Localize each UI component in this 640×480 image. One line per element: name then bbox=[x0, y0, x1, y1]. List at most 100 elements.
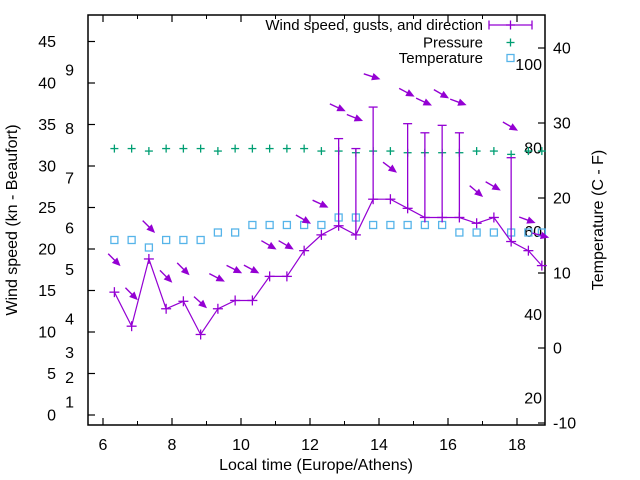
wind-direction-arrow-shaft bbox=[193, 296, 202, 304]
wind-direction-arrow-head bbox=[180, 266, 190, 276]
wind-direction-arrow-head bbox=[422, 98, 432, 106]
wind-direction-arrow-shaft bbox=[176, 262, 185, 271]
wind-direction-arrow-shaft bbox=[485, 181, 495, 188]
wind-direction-arrow-head bbox=[198, 299, 207, 309]
wind-direction-arrow-shaft bbox=[243, 264, 254, 271]
wind-direction-arrow-head bbox=[353, 114, 364, 122]
legend-label-temperature: Temperature bbox=[399, 50, 483, 67]
wind-series-line bbox=[113, 198, 543, 336]
temperature-marker bbox=[161, 235, 171, 245]
temperature-marker bbox=[455, 228, 464, 237]
celsius-tick-label: 10 bbox=[553, 266, 571, 283]
temperature-marker bbox=[196, 235, 205, 245]
temperature-marker bbox=[230, 228, 240, 237]
wind-direction-arrow-shaft bbox=[518, 216, 529, 222]
fahrenheit-label: 40 bbox=[524, 307, 542, 324]
wind-direction-arrow-head bbox=[336, 104, 346, 112]
knots-tick-label: 15 bbox=[38, 283, 56, 300]
wind-direction-arrow-head bbox=[232, 266, 243, 274]
wind-direction-arrow-head bbox=[284, 241, 294, 250]
wind-direction-arrow-shaft bbox=[398, 87, 409, 94]
x-axis-tick-label: 8 bbox=[168, 437, 177, 454]
knots-tick-label: 20 bbox=[38, 242, 56, 259]
wind-direction-arrow-head bbox=[250, 266, 260, 274]
wind-direction-arrow-shaft bbox=[278, 240, 288, 247]
wind-direction-arrow-head bbox=[319, 200, 329, 208]
wind-direction-arrow-shaft bbox=[469, 185, 478, 193]
legend-label-pressure: Pressure bbox=[423, 35, 483, 52]
knots-tick-label: 10 bbox=[38, 325, 56, 342]
wind-direction-arrow-shaft bbox=[382, 161, 392, 169]
knots-tick-label: 0 bbox=[47, 408, 56, 425]
wind-direction-arrow-shaft bbox=[329, 103, 340, 109]
x-axis-tick-label: 12 bbox=[301, 437, 319, 454]
temperature-marker bbox=[265, 220, 274, 230]
wind-direction-arrow-head bbox=[371, 73, 381, 81]
knots-tick-label: 30 bbox=[38, 159, 56, 176]
wind-direction-arrow-shaft bbox=[502, 121, 512, 128]
fahrenheit-label: 20 bbox=[524, 391, 542, 408]
wind-direction-arrow-head bbox=[526, 216, 536, 224]
beaufort-label: 7 bbox=[65, 171, 74, 188]
wind-direction-arrow-head bbox=[129, 291, 138, 301]
temperature-marker bbox=[524, 228, 533, 237]
beaufort-label: 2 bbox=[65, 370, 74, 387]
wind-direction-arrow-shaft bbox=[433, 89, 443, 96]
y-axis-left-title: Wind speed (kn - Beaufort) bbox=[4, 124, 21, 315]
wind-direction-arrow-head bbox=[491, 182, 501, 191]
x-axis-tick-label: 6 bbox=[99, 437, 108, 454]
fahrenheit-label: 80 bbox=[524, 141, 542, 158]
wind-direction-arrow-shaft bbox=[363, 73, 374, 78]
celsius-tick-label: -10 bbox=[553, 416, 576, 433]
celsius-tick-label: 0 bbox=[553, 341, 562, 358]
temperature-marker bbox=[110, 235, 119, 245]
wind-direction-arrow-shaft bbox=[312, 199, 322, 206]
temperature-marker bbox=[127, 235, 136, 245]
plot-border bbox=[87, 14, 546, 426]
wind-direction-arrow-head bbox=[474, 188, 484, 197]
x-axis-tick-label: 14 bbox=[370, 437, 388, 454]
x-axis-tick-label: 16 bbox=[439, 437, 457, 454]
temperature-marker bbox=[489, 228, 499, 237]
wind-direction-arrow-shaft bbox=[449, 98, 460, 104]
knots-tick-label: 40 bbox=[38, 76, 56, 93]
beaufort-label: 1 bbox=[65, 395, 74, 412]
wind-direction-arrow-shaft bbox=[124, 287, 134, 296]
wind-direction-arrow-head bbox=[387, 164, 397, 173]
wind-direction-arrow-head bbox=[146, 224, 156, 233]
fahrenheit-label: 60 bbox=[524, 224, 542, 241]
wind-direction-arrow-head bbox=[163, 274, 173, 283]
temperature-marker bbox=[472, 228, 481, 237]
temperature-marker bbox=[179, 235, 188, 245]
x-axis-title: Local time (Europe/Athens) bbox=[219, 457, 413, 474]
beaufort-label: 4 bbox=[65, 312, 74, 329]
knots-tick-label: 35 bbox=[38, 117, 56, 134]
wind-direction-arrow-shaft bbox=[107, 253, 116, 262]
y-axis-right-title: Temperature (C - F) bbox=[590, 150, 607, 290]
celsius-tick-label: 40 bbox=[553, 41, 571, 58]
wind-direction-arrow-shaft bbox=[208, 273, 219, 279]
wind-direction-arrow-head bbox=[539, 231, 550, 240]
wind-direction-arrow-head bbox=[457, 98, 467, 106]
wind-direction-arrow-head bbox=[111, 257, 121, 267]
x-axis-tick-label: 10 bbox=[232, 437, 250, 454]
wind-direction-arrow-head bbox=[405, 89, 415, 97]
temperature-marker bbox=[144, 243, 154, 252]
beaufort-label: 3 bbox=[65, 345, 74, 362]
celsius-tick-label: 20 bbox=[553, 191, 571, 208]
beaufort-label: 8 bbox=[65, 121, 74, 138]
temperature-marker bbox=[386, 220, 395, 230]
beaufort-label: 5 bbox=[65, 262, 74, 279]
wind-direction-arrow-shaft bbox=[226, 264, 236, 271]
temperature-marker bbox=[403, 220, 412, 230]
knots-tick-label: 45 bbox=[38, 34, 56, 51]
temperature-marker bbox=[282, 220, 292, 230]
wind-direction-arrow-head bbox=[301, 216, 312, 224]
fahrenheit-label: 100 bbox=[515, 57, 542, 74]
wind-direction-arrow-shaft bbox=[159, 269, 168, 278]
wind-direction-arrow-head bbox=[439, 90, 450, 99]
temperature-marker bbox=[248, 220, 257, 230]
temperature-marker bbox=[213, 228, 223, 237]
wind-direction-arrow-head bbox=[215, 274, 225, 282]
